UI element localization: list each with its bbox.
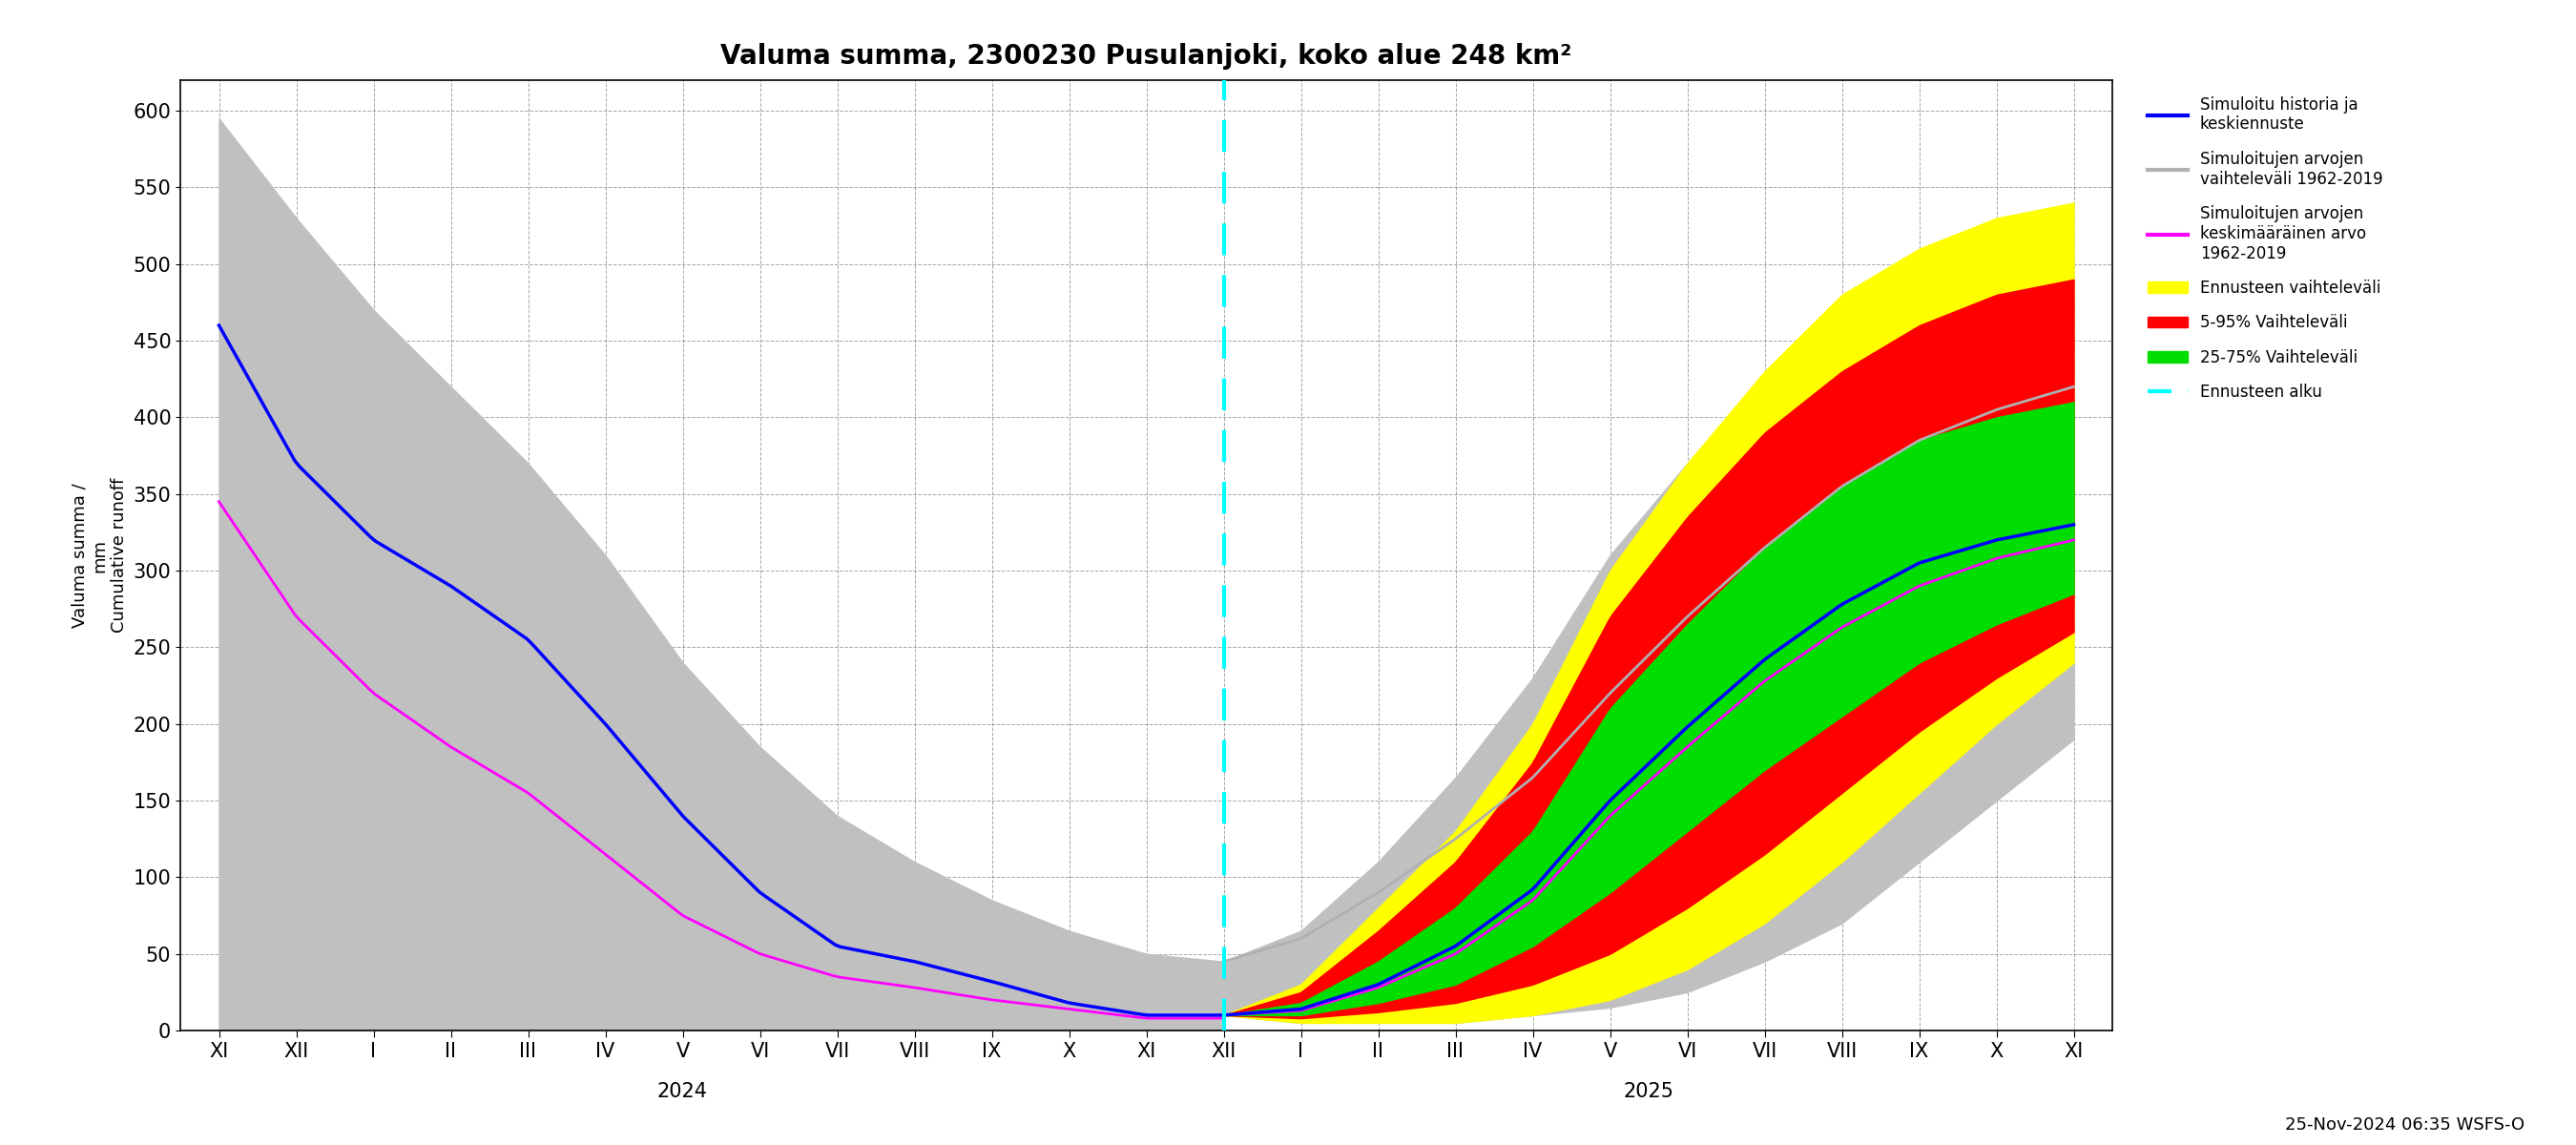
Text: Valuma summa /
mm
Cumulative runoff: Valuma summa / mm Cumulative runoff bbox=[70, 477, 129, 633]
Title: Valuma summa, 2300230 Pusulanjoki, koko alue 248 km²: Valuma summa, 2300230 Pusulanjoki, koko … bbox=[721, 44, 1571, 70]
Text: 2024: 2024 bbox=[657, 1082, 708, 1101]
Text: 25-Nov-2024 06:35 WSFS-O: 25-Nov-2024 06:35 WSFS-O bbox=[2285, 1116, 2524, 1134]
Text: 2025: 2025 bbox=[1623, 1082, 1674, 1101]
Legend: Simuloitu historia ja
keskiennuste, Simuloitujen arvojen
vaihteleväli 1962-2019,: Simuloitu historia ja keskiennuste, Simu… bbox=[2141, 88, 2391, 409]
